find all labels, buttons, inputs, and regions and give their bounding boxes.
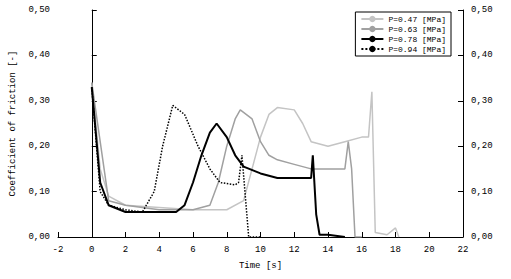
svg-text:0,00: 0,00 xyxy=(28,232,50,242)
svg-text:0,20: 0,20 xyxy=(471,141,493,151)
svg-text:Coefficient of friction [-]: Coefficient of friction [-] xyxy=(8,51,18,197)
svg-text:P=0.78 [MPa]: P=0.78 [MPa] xyxy=(388,35,446,44)
svg-text:0,30: 0,30 xyxy=(471,96,493,106)
svg-text:14: 14 xyxy=(323,245,334,255)
svg-text:16: 16 xyxy=(356,245,367,255)
svg-text:0: 0 xyxy=(89,245,94,255)
svg-text:12: 12 xyxy=(289,245,300,255)
svg-text:10: 10 xyxy=(255,245,266,255)
svg-text:Time [s]: Time [s] xyxy=(239,261,282,271)
svg-text:0,40: 0,40 xyxy=(28,50,50,60)
svg-text:0,30: 0,30 xyxy=(28,96,50,106)
svg-text:18: 18 xyxy=(390,245,401,255)
svg-text:6: 6 xyxy=(190,245,195,255)
svg-text:0,10: 0,10 xyxy=(28,187,50,197)
svg-text:4: 4 xyxy=(157,245,162,255)
svg-text:P=0.94 [MPa]: P=0.94 [MPa] xyxy=(388,45,446,54)
svg-text:20: 20 xyxy=(424,245,435,255)
svg-text:0,20: 0,20 xyxy=(28,141,50,151)
svg-text:0,10: 0,10 xyxy=(471,187,493,197)
svg-text:-2: -2 xyxy=(53,245,64,255)
svg-text:0,00: 0,00 xyxy=(471,232,493,242)
svg-text:0,40: 0,40 xyxy=(471,50,493,60)
svg-text:22: 22 xyxy=(458,245,469,255)
svg-text:P=0.63 [MPa]: P=0.63 [MPa] xyxy=(388,25,446,34)
svg-text:P=0.47 [MPa]: P=0.47 [MPa] xyxy=(388,15,446,24)
svg-text:2: 2 xyxy=(123,245,128,255)
svg-text:8: 8 xyxy=(224,245,229,255)
svg-text:0,50: 0,50 xyxy=(28,5,50,15)
svg-text:0,50: 0,50 xyxy=(471,5,493,15)
